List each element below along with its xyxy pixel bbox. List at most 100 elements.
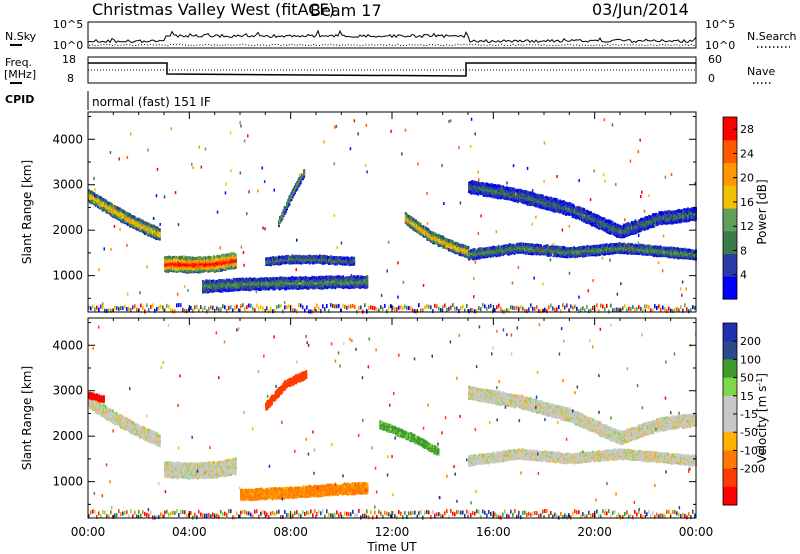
power-cell — [234, 256, 237, 260]
power-cell — [153, 224, 155, 228]
power-cell — [100, 196, 103, 200]
power-cell — [125, 215, 128, 219]
power-cell — [197, 270, 200, 274]
frequency-trace — [88, 62, 696, 77]
power-cell — [97, 205, 100, 209]
power-cell — [207, 258, 210, 262]
power-cell — [211, 280, 214, 283]
power-band — [88, 189, 161, 241]
power-cell — [217, 262, 220, 266]
power-cell — [200, 256, 203, 260]
power-cell — [222, 264, 225, 268]
power-cell — [233, 266, 236, 270]
power-cell — [208, 260, 211, 264]
power-cell — [138, 227, 141, 231]
nave-tick-low: 0 — [708, 72, 715, 85]
power-cell — [214, 269, 217, 272]
nave-label: Nave — [747, 65, 775, 78]
power-cell — [172, 267, 174, 271]
power-cell — [195, 267, 198, 271]
power-cell — [109, 205, 112, 209]
power-cell — [134, 226, 137, 230]
power-cell — [189, 258, 192, 261]
power-cell — [206, 288, 209, 292]
power-cell — [113, 213, 116, 217]
power-cell — [154, 231, 157, 235]
power-cell — [137, 220, 139, 224]
power-band — [404, 212, 470, 259]
power-cell — [187, 256, 190, 260]
power-cell — [143, 231, 146, 235]
freq-tick-high: 18 — [62, 53, 76, 66]
power-cell — [205, 256, 207, 260]
power-cell — [124, 219, 127, 223]
power-cell — [106, 208, 109, 212]
power-cell — [90, 198, 93, 202]
power-cell — [226, 253, 229, 257]
power-cell — [205, 282, 208, 286]
power-cell — [231, 265, 234, 269]
power-cell — [139, 218, 142, 222]
power-cell — [219, 267, 222, 271]
power-cell — [129, 217, 131, 221]
power-cell — [198, 256, 201, 260]
power-cell — [216, 268, 219, 272]
power-band — [468, 242, 697, 261]
nave-tick-high: 60 — [708, 53, 722, 66]
power-cell — [101, 200, 104, 204]
power-cell — [222, 261, 225, 265]
power-cell — [224, 261, 227, 264]
power-cell — [173, 264, 176, 268]
power-cell — [110, 203, 113, 206]
power-cell — [138, 223, 141, 227]
power-cell — [172, 256, 174, 259]
power-cell — [182, 258, 185, 262]
power-cell — [192, 261, 195, 265]
power-cell — [170, 259, 173, 263]
power-cell — [141, 219, 144, 223]
power-cell — [170, 262, 173, 266]
power-cell — [149, 227, 152, 231]
nsearch-label: N.Search — [747, 30, 797, 43]
cpid-panel: normal (fast) 151 IF — [87, 91, 211, 110]
power-cell — [180, 256, 182, 260]
power-cell — [169, 266, 172, 270]
beam-label: Beam 17 — [310, 1, 382, 20]
power-cell — [133, 220, 136, 224]
power-cell — [117, 209, 120, 212]
power-cell — [227, 264, 230, 268]
power-cell — [215, 269, 218, 273]
power-cell — [213, 255, 215, 259]
power-cell — [130, 223, 133, 226]
power-cell — [158, 228, 161, 232]
power-cell — [180, 258, 182, 262]
power-cell — [189, 265, 192, 269]
power-cell — [166, 256, 169, 260]
power-cell — [204, 283, 207, 287]
power-cell — [92, 201, 95, 205]
power-cell — [231, 255, 234, 259]
power-cell — [127, 213, 130, 216]
date-label: 03/Jun/2014 — [592, 0, 689, 19]
power-cell — [211, 283, 214, 287]
power-cell — [165, 256, 168, 259]
power-cell — [232, 252, 235, 255]
power-cell — [212, 288, 215, 291]
power-cell — [145, 221, 147, 225]
cpid-mode: normal (fast) 151 IF — [92, 95, 211, 109]
power-cell — [202, 256, 205, 260]
power-cell — [219, 285, 222, 288]
power-cell — [216, 257, 219, 261]
power-band — [265, 254, 356, 267]
nsky-tick-high: 10^5 — [53, 18, 83, 31]
power-cell — [419, 222, 422, 226]
power-cell — [227, 253, 230, 257]
power-cell — [127, 217, 130, 221]
power-cell — [219, 269, 222, 272]
power-cell — [218, 257, 221, 261]
power-cell — [107, 206, 110, 210]
power-cell — [139, 221, 142, 225]
power-cell — [216, 262, 219, 266]
power-cell — [100, 207, 103, 210]
